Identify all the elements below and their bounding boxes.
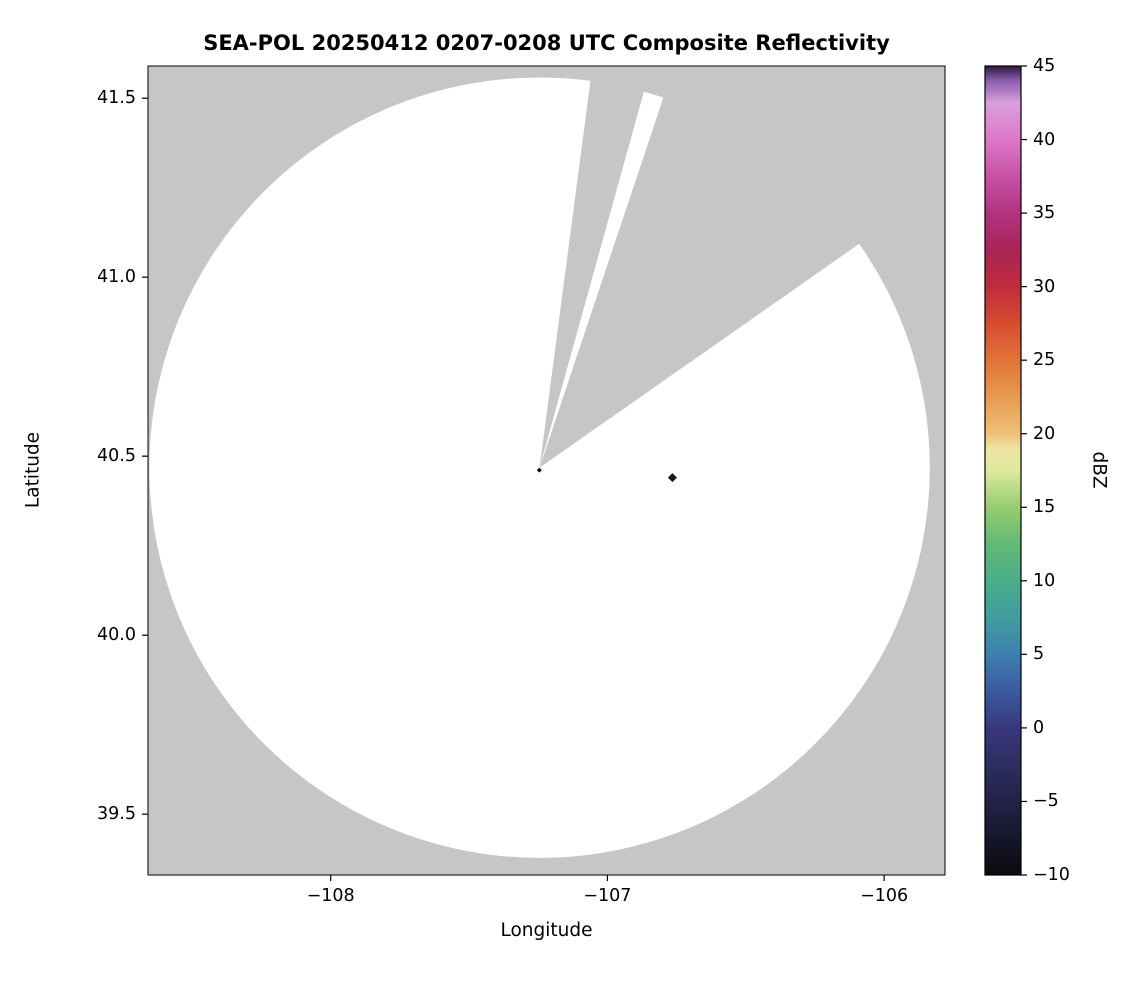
colorbar-tick-label: 0	[1033, 717, 1045, 738]
colorbar-tick-label: 20	[1033, 423, 1056, 444]
y-tick-label: 41.0	[97, 267, 136, 288]
y-tick-label: 39.5	[97, 804, 136, 825]
y-axis-label: Latitude	[22, 431, 44, 509]
plot-border	[147, 65, 946, 876]
colorbar-tick-label: −10	[1033, 865, 1070, 885]
reflectivity-echo	[667, 473, 677, 483]
colorbar-tick-label: 5	[1033, 644, 1045, 665]
y-tick-label: 40.0	[97, 625, 136, 646]
colorbar-tick-label: 45	[1033, 56, 1056, 76]
colorbar-tick-label: 40	[1033, 129, 1056, 150]
y-tick-label: 41.5	[97, 88, 136, 109]
coverage-gap-wedge	[539, 66, 652, 468]
colorbar-tick-label: 35	[1033, 203, 1056, 224]
colorbar-tick-label: −5	[1033, 791, 1059, 812]
reflectivity-echo	[536, 467, 542, 473]
colorbar-tick-label: 15	[1033, 497, 1056, 518]
x-tick-label: −107	[583, 886, 632, 906]
colorbar-tick-label: 25	[1033, 350, 1056, 371]
colorbar-border	[984, 65, 1022, 876]
coverage-layer	[149, 66, 933, 858]
x-tick-label: −106	[860, 886, 909, 906]
colorbar-label: dBZ	[1088, 451, 1110, 489]
colorbar-tick-label: 30	[1033, 276, 1056, 297]
x-tick-label: −108	[306, 886, 355, 906]
x-axis-label: Longitude	[500, 920, 593, 941]
coverage-gap-wedge	[539, 66, 933, 468]
colorbar	[985, 66, 1021, 875]
plot-title: SEA-POL 20250412 0207-0208 UTC Composite…	[203, 31, 890, 55]
y-tick-label: 40.5	[97, 446, 136, 467]
colorbar-tick-label: 10	[1033, 570, 1056, 591]
